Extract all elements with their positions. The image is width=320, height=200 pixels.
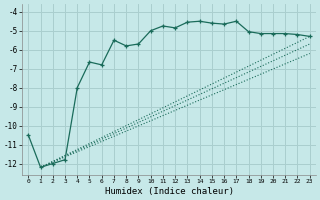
X-axis label: Humidex (Indice chaleur): Humidex (Indice chaleur) <box>105 187 234 196</box>
